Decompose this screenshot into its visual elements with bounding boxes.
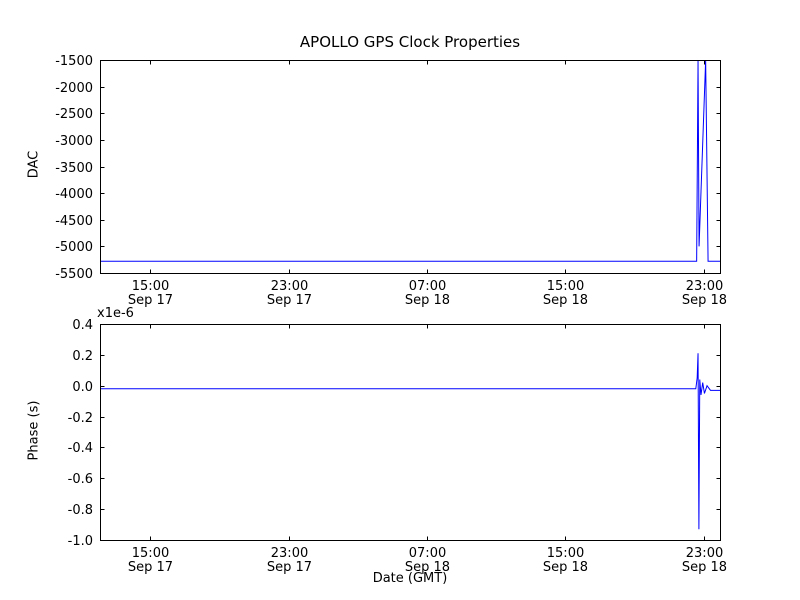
y-tick-label: 0.0 — [72, 380, 93, 395]
y-tick-label: -4000 — [55, 187, 93, 202]
x-tick-label-time: 23:00 — [686, 546, 723, 561]
x-tick-label-time: 15:00 — [547, 546, 584, 561]
y-tick-label: -1.0 — [68, 534, 93, 549]
top-y-axis-label: DAC — [26, 150, 42, 179]
x-tick-label-time: 07:00 — [409, 546, 446, 561]
y-tick-label: -3500 — [55, 161, 93, 176]
x-tick-label-date: Sep 18 — [543, 293, 588, 308]
x-tick-label-date: Sep 18 — [682, 293, 727, 308]
phase-line — [100, 353, 720, 530]
y-tick-label: -0.8 — [68, 503, 93, 518]
x-tick-label-date: Sep 17 — [267, 560, 312, 575]
y-tick-label: -0.2 — [68, 411, 93, 426]
x-tick-label-time: 23:00 — [271, 546, 308, 561]
x-tick-label-time: 23:00 — [271, 279, 308, 294]
x-tick-label-date: Sep 18 — [405, 293, 450, 308]
y-tick-label: -0.6 — [68, 472, 93, 487]
x-tick-label-time: 23:00 — [686, 279, 723, 294]
y-tick-label: -5000 — [55, 240, 93, 255]
x-axis-label: Date (GMT) — [372, 571, 448, 586]
x-tick-label-time: 07:00 — [409, 279, 446, 294]
axes-frame — [100, 60, 721, 274]
y-tick-label: 0.4 — [72, 318, 93, 333]
x-tick-label-date: Sep 17 — [128, 293, 173, 308]
y-tick-label: -1500 — [55, 54, 93, 69]
x-tick-label-date: Sep 18 — [682, 560, 727, 575]
y-tick-label: 0.2 — [72, 349, 93, 364]
chart-title: APOLLO GPS Clock Properties — [299, 33, 521, 51]
y-axis-offset-label: x1e-6 — [97, 306, 134, 321]
x-tick-label-date: Sep 17 — [267, 293, 312, 308]
x-tick-label-date: Sep 18 — [405, 560, 450, 575]
dac-line — [100, 60, 720, 262]
x-tick-label-time: 15:00 — [132, 279, 169, 294]
x-tick-label-date: Sep 17 — [128, 560, 173, 575]
y-tick-label: -2500 — [55, 107, 93, 122]
y-tick-label: -4500 — [55, 214, 93, 229]
bottom-y-axis-label: Phase (s) — [26, 400, 42, 461]
y-tick-label: -0.4 — [68, 441, 93, 456]
y-tick-label: -2000 — [55, 81, 93, 96]
x-tick-label-time: 15:00 — [547, 279, 584, 294]
x-tick-label-time: 15:00 — [132, 546, 169, 561]
y-tick-label: -3000 — [55, 134, 93, 149]
y-tick-label: -5500 — [55, 267, 93, 282]
x-tick-label-date: Sep 18 — [543, 560, 588, 575]
axes-frame — [100, 324, 721, 541]
